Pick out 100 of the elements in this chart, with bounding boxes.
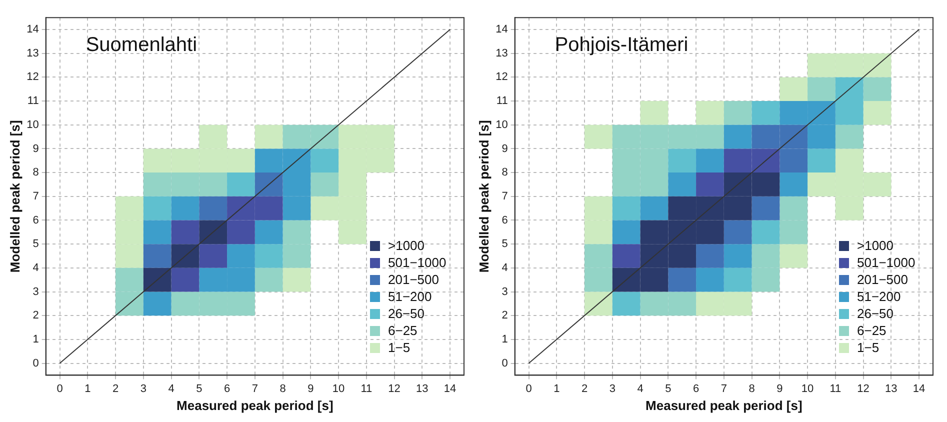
legend-label: 1−5 (857, 340, 880, 355)
point (199, 268, 228, 292)
x-tick-label: 14 (444, 382, 456, 395)
point (338, 196, 366, 220)
point (696, 101, 724, 125)
point (780, 220, 808, 244)
point (254, 148, 283, 173)
y-tick-label: 5 (32, 238, 39, 250)
point (808, 101, 836, 125)
y-tick-label: 14 (26, 24, 39, 36)
point (199, 172, 228, 196)
point (254, 220, 283, 244)
point (640, 292, 668, 316)
point (227, 244, 255, 268)
y-tick-label: 8 (32, 166, 39, 179)
legend-label: 51−200 (857, 289, 901, 304)
y-tick-label: 4 (502, 262, 508, 274)
point (835, 53, 864, 78)
y-tick-label: 6 (32, 214, 39, 226)
point (612, 220, 640, 244)
point (171, 244, 200, 268)
point (696, 268, 724, 292)
y-tick-label: 2 (32, 310, 39, 322)
point (640, 268, 668, 292)
point (668, 148, 696, 173)
point (696, 196, 724, 220)
legend-label: 26−50 (857, 306, 894, 321)
point (640, 244, 668, 268)
y-axis-title: Modelled peak period [s] (476, 120, 492, 273)
point (612, 244, 640, 268)
point (668, 244, 696, 268)
point (668, 124, 696, 149)
y-tick-label: 0 (502, 357, 508, 370)
point (584, 220, 612, 244)
point (366, 124, 394, 149)
point (584, 292, 612, 316)
x-tick-label: 6 (692, 382, 700, 395)
point (282, 268, 311, 292)
point (752, 148, 780, 173)
y-tick-label: 10 (26, 118, 39, 131)
point (282, 196, 311, 220)
point (366, 148, 394, 173)
point (199, 196, 228, 220)
point (835, 148, 864, 173)
point (199, 244, 228, 268)
point (143, 244, 172, 268)
x-tick-label: 6 (224, 382, 230, 395)
x-tick-label: 4 (637, 382, 644, 395)
x-tick-label: 1 (554, 382, 560, 395)
point (724, 244, 752, 268)
point (640, 196, 668, 220)
point (612, 292, 640, 316)
point (282, 244, 311, 268)
x-tick-label: 4 (168, 382, 174, 395)
point (752, 196, 780, 220)
point (584, 196, 612, 220)
y-tick-label: 8 (502, 166, 508, 179)
point (116, 244, 144, 268)
point (835, 101, 864, 125)
point (282, 124, 311, 149)
point (310, 148, 339, 173)
point (724, 124, 752, 149)
legend-label: >1000 (388, 238, 425, 253)
point (143, 172, 172, 196)
point (724, 220, 752, 244)
point (116, 268, 144, 292)
point (668, 220, 696, 244)
point (724, 268, 752, 292)
point (310, 124, 339, 149)
point (612, 268, 640, 292)
point (780, 244, 808, 268)
legend-label: 26−50 (388, 306, 425, 321)
y-tick-label: 14 (496, 24, 508, 36)
point (668, 292, 696, 316)
point (143, 148, 172, 173)
point (640, 101, 668, 125)
y-tick-label: 13 (496, 47, 508, 60)
point (254, 124, 283, 149)
y-tick-label: 1 (32, 333, 39, 346)
y-tick-label: 12 (26, 71, 39, 84)
point (171, 268, 200, 292)
x-tick-label: 12 (388, 382, 400, 395)
point (808, 124, 836, 149)
x-tick-label: 8 (280, 382, 286, 395)
x-tick-label: 7 (720, 382, 727, 395)
point (338, 220, 366, 244)
point (668, 172, 696, 196)
point (310, 172, 339, 196)
point (752, 172, 780, 196)
point (724, 101, 752, 125)
point (835, 196, 864, 220)
y-tick-label: 7 (502, 190, 508, 202)
point (780, 196, 808, 220)
point (282, 172, 311, 196)
point (116, 196, 144, 220)
x-tick-label: 2 (112, 382, 119, 395)
point (199, 124, 228, 149)
point (752, 124, 780, 149)
x-tick-label: 3 (609, 382, 616, 395)
y-tick-label: 9 (502, 142, 508, 155)
